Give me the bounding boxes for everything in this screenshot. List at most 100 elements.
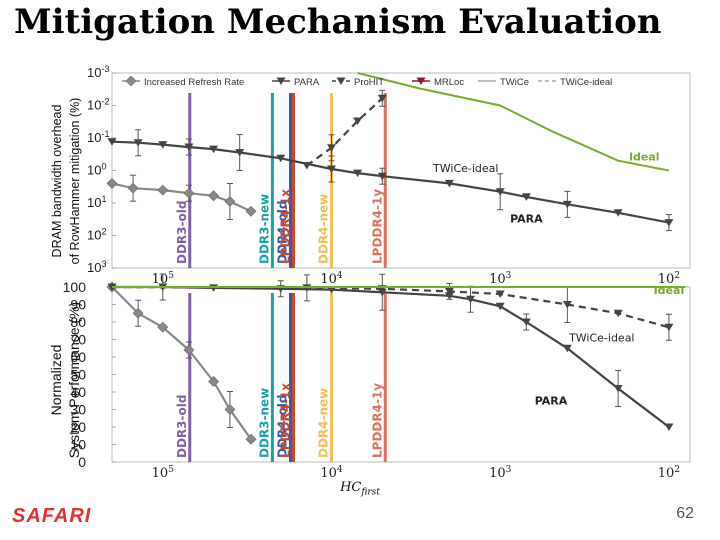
legend-label-mrloc: MRLoc bbox=[434, 77, 464, 88]
top-y-tick-label: 10-3 bbox=[87, 64, 109, 80]
bottom-y-tick-label: 90 bbox=[70, 297, 86, 313]
legend-label-para: PARA bbox=[294, 77, 320, 88]
bottom-x-tick-label: 105 bbox=[152, 465, 175, 481]
bottom-dram-label-ddr3-old: DDR3-old bbox=[175, 395, 189, 458]
top-point-increased-refresh-rate bbox=[157, 184, 169, 196]
bottom-point-prohit bbox=[613, 309, 623, 318]
top-annotation-para: PARA bbox=[510, 213, 543, 226]
bottom-point-increased-refresh-rate bbox=[132, 307, 144, 319]
top-point-increased-refresh-rate bbox=[245, 205, 257, 217]
x-axis-label: HCfirst bbox=[0, 480, 720, 498]
bottom-y-axis-label: Normalized System Performance (%) bbox=[47, 287, 83, 473]
legend-label-twice-ideal: TWiCe-ideal bbox=[560, 77, 612, 88]
top-y-tick-label: 10-2 bbox=[87, 97, 109, 113]
bottom-point-para bbox=[521, 318, 531, 326]
bottom-y-tick-label: 100 bbox=[63, 279, 87, 295]
bottom-y-tick-label: 70 bbox=[70, 332, 86, 348]
top-point-para bbox=[209, 145, 219, 154]
top-dram-label-ddr4-old: DDR4-old bbox=[275, 201, 289, 264]
top-x-tick-label: 104 bbox=[320, 271, 343, 287]
top-point-para bbox=[184, 143, 194, 152]
bottom-point-increased-refresh-rate bbox=[157, 321, 169, 333]
top-point-increased-refresh-rate bbox=[127, 182, 139, 194]
x-axis-label-main: HC bbox=[340, 480, 362, 495]
top-point-para bbox=[664, 219, 674, 227]
bottom-point-para bbox=[466, 295, 476, 304]
top-point-increased-refresh-rate bbox=[224, 196, 236, 207]
top-y-axis-label-line-1: DRAM bandwidth overhead bbox=[50, 104, 64, 258]
safari-logo: SAFARI bbox=[12, 505, 92, 527]
top-point-increased-refresh-rate bbox=[106, 178, 118, 189]
top-annotation-ideal: Ideal bbox=[629, 151, 660, 164]
bottom-series-prohit bbox=[111, 285, 670, 329]
top-y-axis-label-line-2: of RowHammer mitigation (%) bbox=[68, 97, 82, 265]
top-point-prohit bbox=[353, 117, 363, 126]
top-dram-label-ddr3-old: DDR3-old bbox=[175, 201, 189, 264]
bottom-point-prohit bbox=[664, 323, 674, 332]
top-x-tick-label: 102 bbox=[658, 271, 680, 287]
top-x-tick-label: 105 bbox=[152, 271, 175, 287]
legend-marker-3 bbox=[416, 77, 426, 85]
top-y-tick-label: 10-1 bbox=[87, 129, 109, 145]
top-dram-label-lpddr4-1x: LPDDR4-1x bbox=[278, 189, 292, 264]
top-point-increased-refresh-rate bbox=[183, 187, 195, 199]
bottom-point-increased-refresh-rate bbox=[224, 404, 236, 415]
top-point-prohit bbox=[377, 94, 387, 103]
page-number: 62 bbox=[676, 505, 694, 522]
bottom-x-tick-label: 104 bbox=[320, 465, 343, 481]
top-series-twice-ideal bbox=[357, 72, 670, 172]
top-point-para bbox=[562, 200, 572, 209]
bottom-dram-label-ddr3-new: DDR3-new bbox=[257, 388, 271, 458]
bottom-point-para bbox=[562, 344, 572, 353]
top-dram-label-ddr3-new: DDR3-new bbox=[257, 194, 271, 264]
bottom-y-tick-label: 20 bbox=[70, 419, 86, 435]
top-point-prohit bbox=[302, 161, 312, 170]
top-y-tick-label: 103 bbox=[87, 259, 106, 275]
top-point-para bbox=[353, 169, 363, 178]
top-point-para bbox=[276, 154, 286, 163]
legend-label-twice: TWiCe bbox=[500, 77, 529, 88]
bottom-point-increased-refresh-rate bbox=[183, 344, 195, 356]
bottom-point-para bbox=[613, 385, 623, 393]
top-point-para bbox=[377, 172, 387, 181]
bottom-annotation-ideal: Ideal bbox=[654, 284, 685, 297]
bottom-plot-frame bbox=[111, 286, 691, 463]
bottom-y-tick-label: 0 bbox=[78, 454, 86, 470]
top-point-para bbox=[613, 209, 623, 217]
bottom-point-prohit bbox=[562, 301, 572, 309]
bottom-y-axis-label-line-1: Normalized bbox=[48, 344, 64, 416]
bottom-x-tick-label: 103 bbox=[489, 465, 512, 481]
legend-label-increased-refresh-rate: Increased Refresh Rate bbox=[144, 77, 244, 88]
top-panel: 10-3 10-2 10-1 100 101 102 103 105 104 103 102 DDR3… bbox=[87, 64, 691, 287]
top-point-increased-refresh-rate bbox=[208, 190, 219, 202]
top-series-prohit bbox=[306, 97, 384, 167]
top-point-para bbox=[495, 188, 505, 196]
slide-title: Mitigation Mechanism Evaluation bbox=[14, 2, 662, 42]
bottom-y-tick-label: 30 bbox=[70, 402, 86, 418]
top-series-para bbox=[111, 140, 670, 224]
top-y-tick-label: 101 bbox=[87, 194, 106, 210]
top-dram-label-ddr4-new: DDR4-new bbox=[316, 194, 330, 264]
bottom-y-tick-label: 50 bbox=[70, 367, 86, 383]
bottom-dram-label-lpddr4-1y: LPDDR4-1y bbox=[370, 383, 384, 458]
top-y-tick-label: 102 bbox=[87, 227, 106, 243]
bottom-y-tick-label: 80 bbox=[70, 314, 86, 330]
bottom-point-prohit bbox=[444, 287, 454, 296]
legend-marker-0 bbox=[125, 75, 137, 87]
bottom-y-tick-label: 40 bbox=[70, 384, 86, 400]
top-point-para bbox=[326, 165, 336, 174]
top-point-para bbox=[235, 149, 245, 157]
bottom-dram-label-ddr4-old: DDR4-old bbox=[275, 395, 289, 458]
bottom-dram-label-ddr4-new: DDR4-new bbox=[316, 388, 330, 458]
top-point-para bbox=[107, 138, 117, 146]
legend-marker-2 bbox=[336, 77, 346, 85]
x-axis-label-subscript: first bbox=[361, 487, 380, 498]
top-y-tick-label: 100 bbox=[87, 162, 106, 178]
top-y-axis-label: DRAM bandwidth overhead of RowHammer mit… bbox=[48, 81, 84, 281]
top-point-para bbox=[521, 193, 531, 201]
bottom-annotation-twice-ideal: TWiCe-ideal bbox=[568, 331, 634, 344]
top-plot-frame bbox=[111, 72, 691, 269]
legend-label-prohit: ProHIT bbox=[354, 77, 384, 88]
